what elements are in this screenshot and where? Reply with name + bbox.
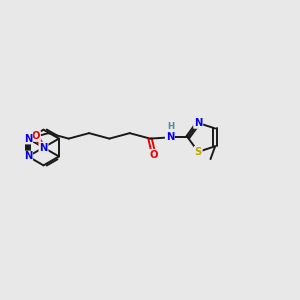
Text: S: S <box>195 147 202 157</box>
Text: N: N <box>194 118 202 128</box>
Text: O: O <box>149 150 158 160</box>
Text: N: N <box>24 152 32 161</box>
Text: O: O <box>32 131 40 141</box>
Text: N: N <box>166 132 174 142</box>
Text: H: H <box>167 122 174 131</box>
Text: N: N <box>39 142 48 152</box>
Text: N: N <box>24 134 32 144</box>
